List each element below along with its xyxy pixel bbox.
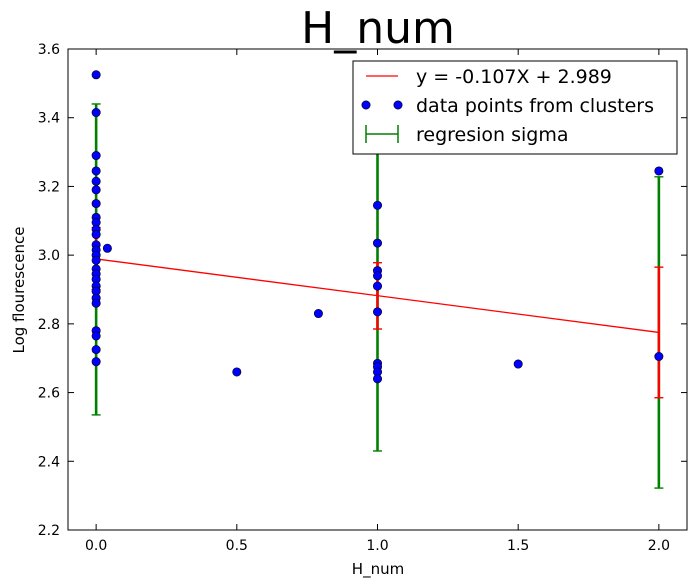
data-point: [372, 200, 382, 210]
y-tick-label: 2.8: [38, 317, 60, 333]
data-point: [654, 351, 664, 361]
legend: y = -0.107X + 2.989 data points from clu…: [352, 60, 678, 155]
data-point: [91, 185, 101, 195]
legend-points-label: data points from clusters: [416, 95, 654, 117]
data-point: [91, 255, 101, 265]
legend-box: [352, 60, 678, 155]
y-tick-label: 3.2: [38, 179, 60, 195]
x-tick-label: 1.0: [366, 538, 388, 554]
x-tick-label: 0.5: [226, 538, 248, 554]
data-point: [91, 166, 101, 176]
x-axis-label: H_num: [352, 560, 404, 579]
x-tick-label: 2.0: [648, 538, 670, 554]
regression-line: [96, 258, 659, 334]
x-tick-label: 1.5: [507, 538, 529, 554]
data-point: [91, 151, 101, 161]
data-point: [372, 271, 382, 281]
data-point: [232, 367, 242, 377]
data-point: [102, 243, 112, 253]
data-point: [313, 309, 323, 319]
y-tick-label: 3.4: [38, 111, 60, 127]
data-point: [91, 108, 101, 118]
y-tick-label: 2.6: [38, 386, 60, 402]
plot-area: 0.0 0.5 1.0 1.5 2.0 2.2 2.4 2.6 2.8 3.0 3.2 3.4 3.6: [38, 42, 687, 554]
data-point: [372, 307, 382, 317]
data-point: [91, 199, 101, 209]
data-point: [513, 359, 523, 369]
legend-points-marker-right: [393, 100, 403, 110]
y-tick-label: 2.2: [38, 523, 60, 539]
legend-regression-label: y = -0.107X + 2.989: [416, 66, 612, 88]
data-point: [91, 331, 101, 341]
data-point: [372, 374, 382, 384]
legend-points-marker-left: [361, 100, 371, 110]
data-point: [91, 176, 101, 186]
x-tick-label: 0.0: [85, 538, 107, 554]
data-point: [91, 345, 101, 355]
y-tick-label: 2.4: [38, 454, 60, 470]
data-point: [372, 281, 382, 291]
data-point: [91, 230, 101, 240]
data-point: [654, 166, 664, 176]
y-axis-label: Log flourescence: [10, 226, 28, 353]
legend-sigma-label: regresion sigma: [416, 124, 569, 146]
y-tick-label: 3.6: [38, 42, 60, 58]
data-point: [91, 357, 101, 367]
chart-title: H_num: [301, 3, 455, 54]
data-point: [91, 70, 101, 80]
data-point: [372, 238, 382, 248]
data-point: [91, 298, 101, 308]
y-tick-label: 3.0: [38, 248, 60, 264]
plot-frame: [67, 48, 688, 531]
